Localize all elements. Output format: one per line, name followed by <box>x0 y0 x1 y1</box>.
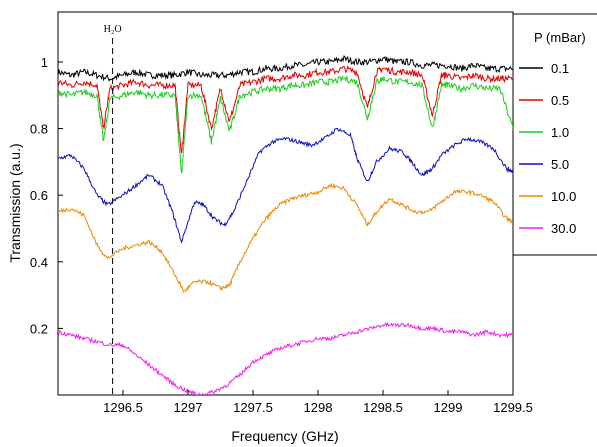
y-axis: 0.2 0.4 0.6 0.8 1 <box>30 55 63 336</box>
y-tick-label: 0.4 <box>30 255 48 270</box>
legend-label-1.0: 1.0 <box>551 125 569 140</box>
series-layer <box>58 55 513 395</box>
legend-label-5.0: 5.0 <box>551 157 569 172</box>
y-tick-label: 0.6 <box>30 188 48 203</box>
y-tick-label: 0.2 <box>30 321 48 336</box>
series-line-5.0 <box>58 127 513 244</box>
y-tick-label: 0.8 <box>30 122 48 137</box>
x-axis-title: Frequency (GHz) <box>231 428 338 444</box>
series-line-0.5 <box>58 64 513 154</box>
x-tick-label: 1296.5 <box>103 400 143 415</box>
series-line-30.0 <box>58 321 513 395</box>
plot-area <box>57 11 514 396</box>
series-line-1.0 <box>58 75 513 174</box>
legend-label-10.0: 10.0 <box>551 189 576 204</box>
y-tick-label: 1 <box>41 55 48 70</box>
x-tick-label: 1297 <box>174 400 203 415</box>
series-line-10.0 <box>58 182 513 293</box>
x-tick-label: 1299 <box>434 400 463 415</box>
x-tick-label: 1298.5 <box>363 400 403 415</box>
x-tick-label: 1299.5 <box>493 400 533 415</box>
annotation-layer: H₂O <box>104 24 122 395</box>
legend: P (mBar) 0.1 0.5 1.0 5.0 10.0 30.0 <box>513 13 597 256</box>
h2o-marker-label: H₂O <box>104 24 122 35</box>
legend-label-0.5: 0.5 <box>551 93 569 108</box>
x-axis: 1296.5 1297 1297.5 1298 1298.5 1299 1299.5 <box>103 390 533 415</box>
legend-title: P (mBar) <box>534 30 586 45</box>
series-line-0.1 <box>58 55 513 82</box>
legend-label-30.0: 30.0 <box>551 221 576 236</box>
y-axis-title: Transmission (a.u.) <box>7 143 23 262</box>
x-tick-label: 1297.5 <box>233 400 273 415</box>
x-tick-label: 1298 <box>304 400 333 415</box>
legend-label-0.1: 0.1 <box>551 61 569 76</box>
plot-border <box>57 11 514 396</box>
